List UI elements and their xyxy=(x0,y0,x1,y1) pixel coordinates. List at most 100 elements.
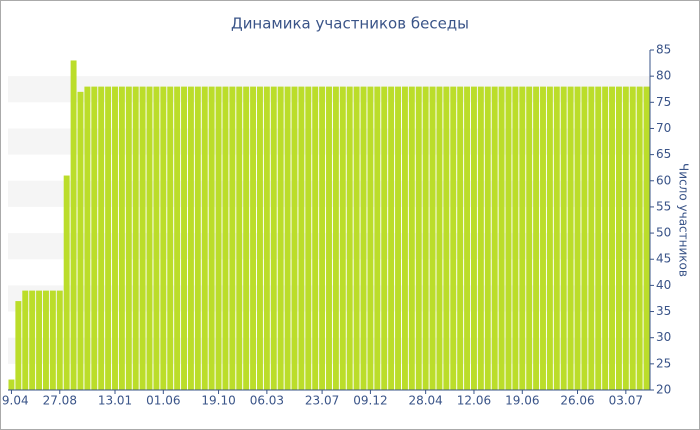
bar xyxy=(15,301,22,390)
bar xyxy=(381,86,388,390)
bar xyxy=(429,86,436,390)
bar xyxy=(609,86,616,390)
bar xyxy=(77,91,84,390)
bar xyxy=(98,86,105,390)
bar xyxy=(581,86,588,390)
bar xyxy=(291,86,298,390)
x-tick-label: 12.06 xyxy=(457,394,491,408)
bar xyxy=(70,60,77,390)
bar xyxy=(553,86,560,390)
bar xyxy=(201,86,208,390)
bar xyxy=(167,86,174,390)
y-tick-label: 20 xyxy=(656,383,671,397)
bar xyxy=(339,86,346,390)
bar xyxy=(374,86,381,390)
bar xyxy=(63,175,70,390)
bar xyxy=(29,290,36,390)
bar xyxy=(353,86,360,390)
bar xyxy=(422,86,429,390)
bar xyxy=(174,86,181,390)
x-tick-label: 09.12 xyxy=(353,394,387,408)
bar xyxy=(464,86,471,390)
bar xyxy=(215,86,222,390)
bar xyxy=(42,290,49,390)
bar xyxy=(450,86,457,390)
bar xyxy=(298,86,305,390)
bar xyxy=(560,86,567,390)
bar xyxy=(636,86,643,390)
bar xyxy=(470,86,477,390)
y-tick-label: 65 xyxy=(656,147,671,161)
bar xyxy=(181,86,188,390)
bar xyxy=(91,86,98,390)
bar xyxy=(22,290,29,390)
x-tick-label: 23.07 xyxy=(305,394,339,408)
bar xyxy=(360,86,367,390)
y-axis-label: Число участников xyxy=(677,163,691,277)
bar xyxy=(574,86,581,390)
bar xyxy=(533,86,540,390)
bar xyxy=(519,86,526,390)
bar xyxy=(118,86,125,390)
bar xyxy=(505,86,512,390)
bar xyxy=(250,86,257,390)
bar xyxy=(588,86,595,390)
x-tick-label: 09.04 xyxy=(0,394,29,408)
bar xyxy=(125,86,132,390)
bar xyxy=(229,86,236,390)
x-tick-label: 01.06 xyxy=(146,394,180,408)
bar xyxy=(615,86,622,390)
bar xyxy=(112,86,118,390)
y-tick-label: 80 xyxy=(656,69,671,83)
bar xyxy=(153,86,160,390)
y-tick-label: 75 xyxy=(656,95,671,109)
bar xyxy=(243,86,250,390)
bar xyxy=(498,86,505,390)
y-tick-label: 70 xyxy=(656,121,671,135)
bar xyxy=(236,86,243,390)
bar xyxy=(643,86,650,390)
bar xyxy=(84,86,91,390)
bar xyxy=(401,86,408,390)
bar xyxy=(395,86,402,390)
bar xyxy=(629,86,636,390)
y-tick-label: 50 xyxy=(656,226,671,240)
plot: 20 25 30 35 40 45 50 55 60 65 70 75 80 85 09.04 27.08 13… xyxy=(0,43,671,408)
bar xyxy=(36,290,43,390)
bar xyxy=(270,86,277,390)
y-tick-label: 60 xyxy=(656,173,671,187)
bar xyxy=(105,86,112,390)
bar xyxy=(388,86,395,390)
bar xyxy=(146,86,153,390)
bar xyxy=(194,86,201,390)
x-tick-label: 26.06 xyxy=(560,394,594,408)
x-tick-label: 06.03 xyxy=(250,394,284,408)
bar xyxy=(546,86,553,390)
bar xyxy=(256,86,263,390)
bar xyxy=(139,86,146,390)
y-tick-label: 30 xyxy=(656,330,671,344)
bar xyxy=(484,86,491,390)
y-tick-label: 55 xyxy=(656,199,671,213)
bar xyxy=(457,86,464,390)
bar xyxy=(622,86,629,390)
bar xyxy=(284,86,291,390)
bar xyxy=(222,86,229,390)
bar xyxy=(277,86,284,390)
bar xyxy=(595,86,602,390)
bar xyxy=(312,86,319,390)
bar xyxy=(415,86,422,390)
bar xyxy=(160,86,167,390)
x-tick-label: 19.10 xyxy=(201,394,235,408)
bar xyxy=(477,86,484,390)
chart-title: Динамика участников беседы xyxy=(231,15,469,33)
bar xyxy=(208,86,215,390)
bar xyxy=(367,86,374,390)
x-tick-label: 03.07 xyxy=(609,394,643,408)
bar xyxy=(49,290,56,390)
bar xyxy=(263,86,270,390)
bar xyxy=(491,86,498,390)
y-tick-label: 25 xyxy=(656,356,671,370)
bar xyxy=(512,86,519,390)
